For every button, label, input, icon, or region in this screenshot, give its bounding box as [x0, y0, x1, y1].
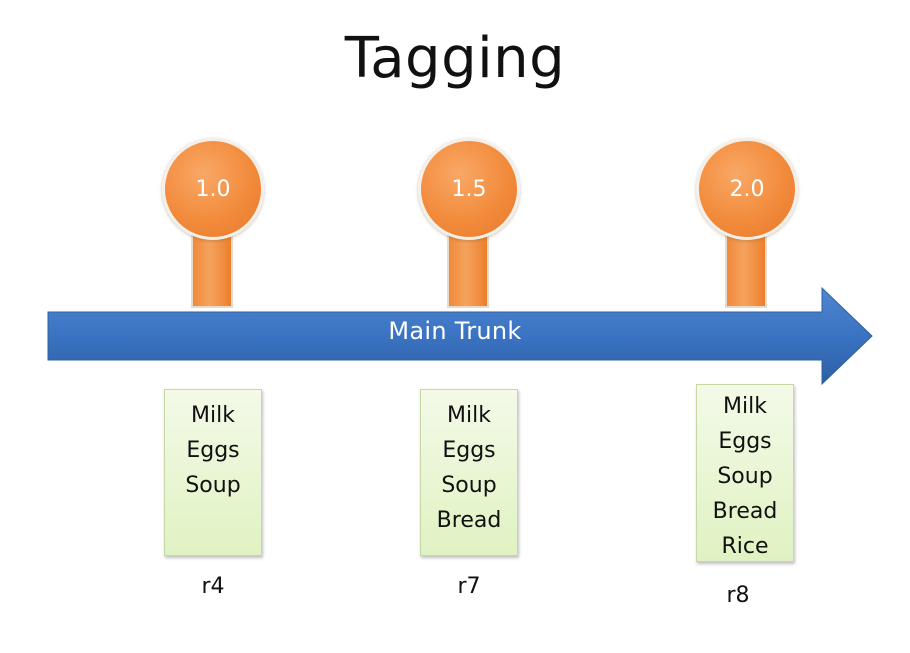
list-item: Soup — [717, 464, 773, 489]
list-item: Bread — [436, 508, 502, 533]
tag-2-0: 2.0 — [696, 138, 798, 318]
list-item: Soup — [441, 473, 497, 498]
list-item: Eggs — [186, 438, 240, 463]
tag-circle: 1.5 — [418, 138, 520, 240]
diagram-title: Tagging — [344, 26, 566, 91]
list-item: Bread — [712, 499, 778, 524]
tag-circle: 1.0 — [162, 138, 264, 240]
list-item: Eggs — [442, 438, 496, 463]
revision-label-1: r4 — [201, 574, 225, 599]
revision-label-3: r8 — [726, 583, 750, 608]
list-item: Rice — [721, 534, 769, 559]
tag-contents-box-1: Milk Eggs Soup — [164, 389, 262, 556]
tag-circle: 2.0 — [696, 138, 798, 240]
main-trunk-label: Main Trunk — [388, 317, 522, 345]
list-item: Milk — [723, 394, 767, 419]
tag-1-5: 1.5 — [418, 138, 520, 318]
list-item: Milk — [191, 403, 235, 428]
tag-1-0: 1.0 — [162, 138, 264, 318]
revision-label-2: r7 — [457, 574, 481, 599]
tag-contents-box-2: Milk Eggs Soup Bread — [420, 389, 518, 556]
list-item: Soup — [185, 473, 241, 498]
list-item: Milk — [447, 403, 491, 428]
tag-contents-box-3: Milk Eggs Soup Bread Rice — [696, 384, 794, 562]
list-item: Eggs — [718, 429, 772, 454]
